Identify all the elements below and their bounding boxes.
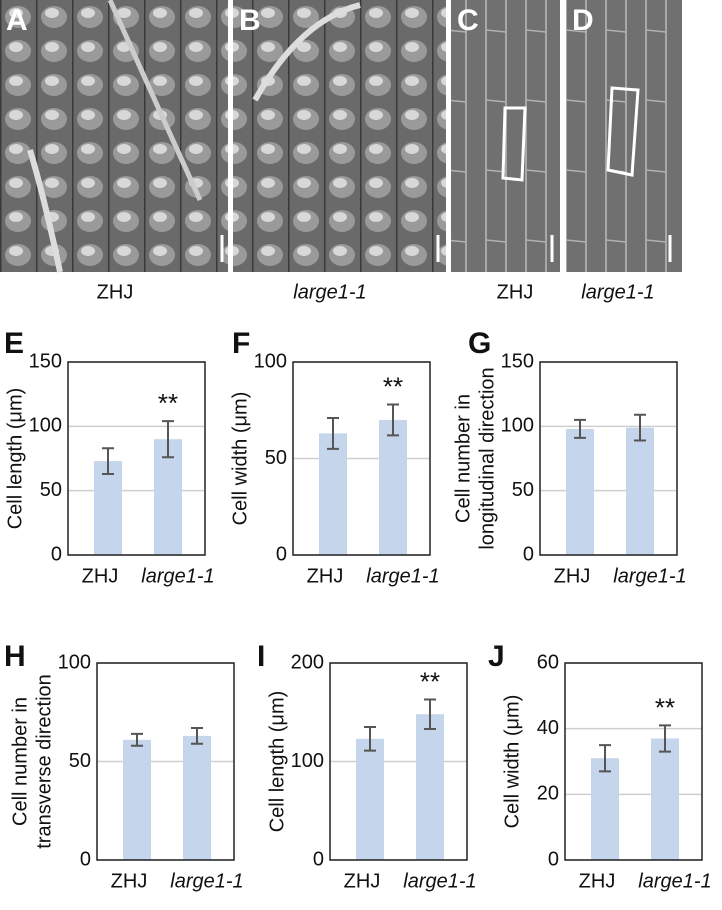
image-caption: large1-1 bbox=[293, 281, 366, 303]
y-axis-title: Cell length (μm) bbox=[266, 691, 288, 833]
bar bbox=[591, 758, 619, 860]
error-bar bbox=[424, 698, 436, 730]
bar bbox=[651, 738, 679, 860]
trichome bbox=[107, 0, 203, 202]
error-bar bbox=[191, 727, 203, 745]
y-axis-title: longitudinal direction bbox=[476, 367, 498, 549]
error-bar bbox=[162, 420, 174, 459]
x-tick-label: large1-1 bbox=[366, 565, 439, 587]
x-tick-label: ZHJ bbox=[82, 565, 119, 587]
plot-frame bbox=[96, 662, 235, 861]
significance-label: ** bbox=[420, 666, 440, 696]
plot-frame bbox=[564, 662, 703, 861]
error-bar bbox=[574, 418, 586, 439]
error-bar bbox=[364, 726, 376, 752]
error-bar bbox=[327, 416, 339, 450]
bar bbox=[183, 735, 211, 860]
bar bbox=[356, 738, 384, 860]
panel-letter: E bbox=[4, 327, 24, 360]
panel-letter: I bbox=[257, 640, 265, 673]
trichome bbox=[252, 2, 361, 102]
x-tick-label: ZHJ bbox=[344, 870, 381, 892]
x-tick-label: large1-1 bbox=[403, 870, 476, 892]
x-tick-label: ZHJ bbox=[579, 870, 616, 892]
cell-outline bbox=[501, 106, 527, 182]
x-tick-label: large1-1 bbox=[613, 565, 686, 587]
bar bbox=[626, 427, 654, 555]
y-axis-title: Cell width (μm) bbox=[229, 392, 251, 526]
significance-label: ** bbox=[655, 692, 675, 722]
plot-frame bbox=[292, 361, 431, 556]
image-caption: large1-1 bbox=[581, 281, 654, 303]
y-tick-label: 0 bbox=[51, 543, 62, 565]
x-tick-label: large1-1 bbox=[141, 565, 214, 587]
panel-letter: H bbox=[4, 640, 26, 673]
y-tick-label: 0 bbox=[548, 848, 559, 870]
y-tick-label: 150 bbox=[29, 350, 62, 372]
x-tick-label: ZHJ bbox=[111, 870, 148, 892]
x-tick-label: ZHJ bbox=[307, 565, 344, 587]
y-tick-label: 100 bbox=[254, 350, 287, 372]
x-tick-label: large1-1 bbox=[170, 870, 243, 892]
y-axis-title: Cell number in bbox=[9, 697, 31, 826]
y-tick-label: 100 bbox=[58, 651, 91, 673]
image-caption: ZHJ bbox=[497, 281, 534, 303]
trichome bbox=[27, 149, 63, 273]
y-tick-label: 50 bbox=[40, 479, 62, 501]
y-tick-label: 0 bbox=[276, 543, 287, 565]
error-bar bbox=[387, 403, 399, 437]
y-tick-label: 40 bbox=[537, 717, 559, 739]
error-bar bbox=[634, 413, 646, 442]
y-axis-title: Cell number in bbox=[452, 394, 474, 523]
bar bbox=[416, 714, 444, 860]
bar bbox=[123, 739, 151, 860]
bar bbox=[379, 419, 407, 555]
panel-letter: C bbox=[457, 4, 479, 37]
plot-frame bbox=[539, 361, 678, 556]
panel-letter: F bbox=[232, 327, 250, 360]
bar bbox=[94, 461, 122, 555]
micrograph bbox=[233, 0, 446, 272]
panel-letter: D bbox=[572, 4, 594, 37]
x-tick-label: large1-1 bbox=[638, 870, 711, 892]
y-tick-label: 0 bbox=[80, 848, 91, 870]
error-bar bbox=[659, 724, 671, 753]
y-axis-title: Cell width (μm) bbox=[501, 695, 523, 829]
panel-letter: B bbox=[239, 4, 261, 37]
plot-frame bbox=[329, 662, 468, 861]
bar bbox=[566, 428, 594, 555]
micrograph bbox=[566, 0, 682, 272]
panel-letter: J bbox=[488, 640, 505, 673]
bar bbox=[319, 433, 347, 555]
y-tick-label: 100 bbox=[291, 750, 324, 772]
error-bar bbox=[131, 732, 143, 747]
y-tick-label: 20 bbox=[537, 783, 559, 805]
panel-letter: A bbox=[6, 4, 28, 37]
micrographs bbox=[0, 0, 682, 273]
cell-outline bbox=[606, 86, 640, 177]
y-tick-label: 50 bbox=[512, 479, 534, 501]
bar bbox=[154, 439, 182, 555]
y-tick-label: 60 bbox=[537, 651, 559, 673]
micrograph bbox=[0, 0, 228, 272]
y-tick-label: 200 bbox=[291, 651, 324, 673]
x-tick-label: ZHJ bbox=[554, 565, 591, 587]
error-bar bbox=[599, 744, 611, 773]
y-axis-title: Cell length (μm) bbox=[4, 388, 26, 530]
plot-frame bbox=[67, 361, 206, 556]
error-bar bbox=[102, 447, 114, 475]
y-tick-label: 0 bbox=[313, 848, 324, 870]
y-tick-label: 50 bbox=[265, 447, 287, 469]
y-axis-title: transverse direction bbox=[33, 674, 55, 849]
y-tick-label: 150 bbox=[501, 350, 534, 372]
y-tick-label: 100 bbox=[29, 415, 62, 437]
y-tick-label: 50 bbox=[69, 750, 91, 772]
y-tick-label: 0 bbox=[523, 543, 534, 565]
y-tick-label: 100 bbox=[501, 415, 534, 437]
significance-label: ** bbox=[158, 388, 178, 418]
image-caption: ZHJ bbox=[97, 281, 134, 303]
panel-letter: G bbox=[468, 327, 491, 360]
significance-label: ** bbox=[383, 371, 403, 401]
